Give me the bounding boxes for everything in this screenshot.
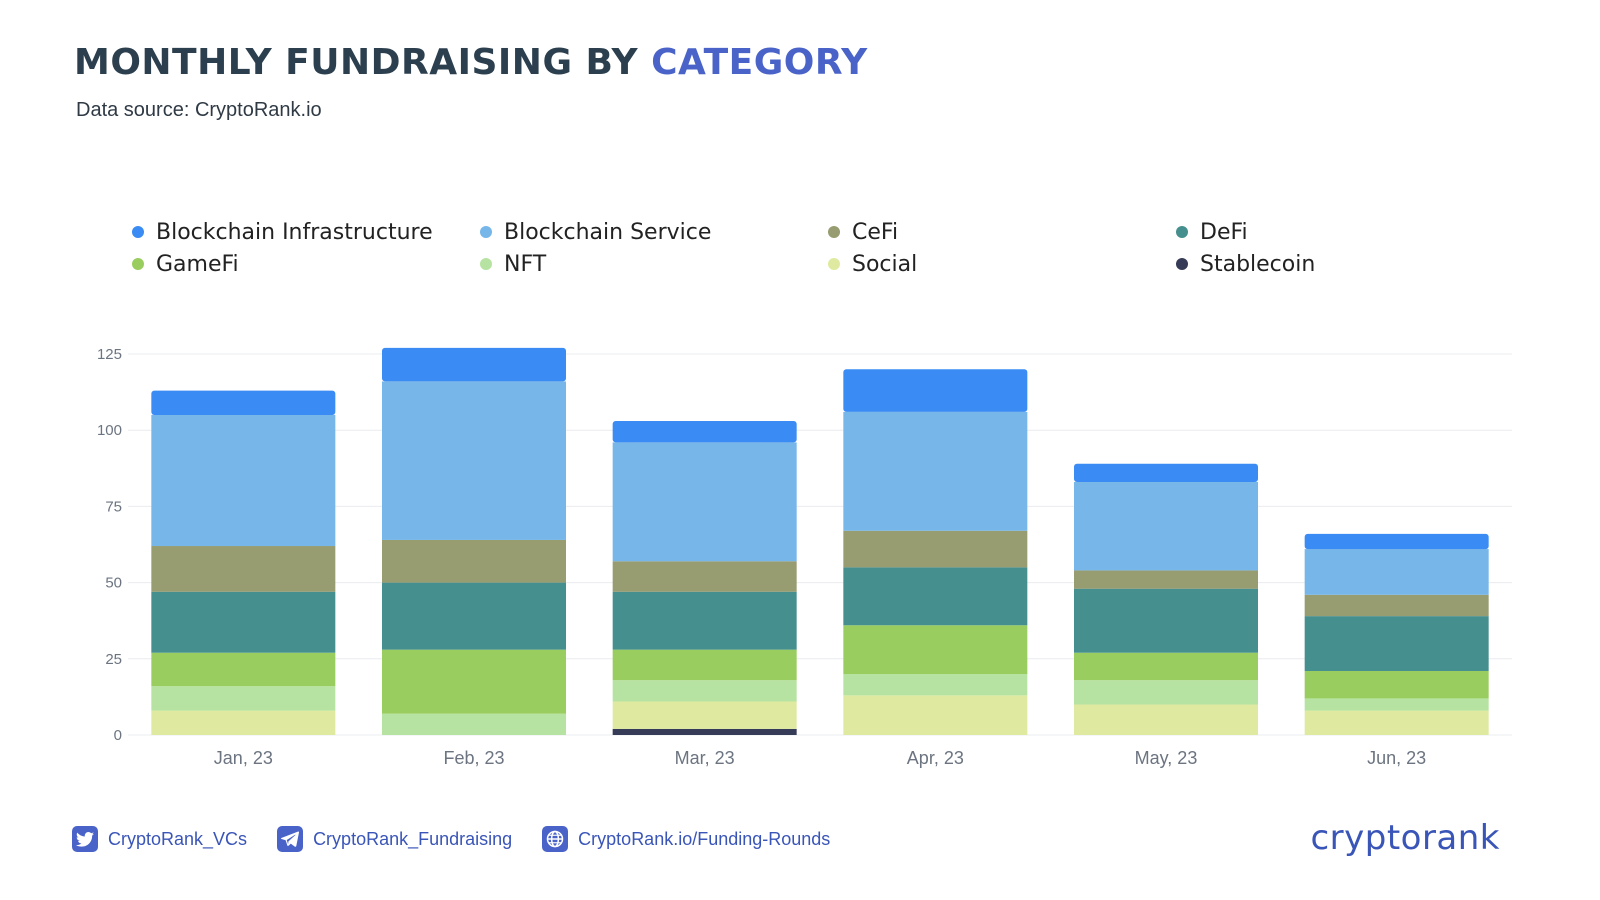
bar-segment[interactable] <box>612 649 797 681</box>
legend-swatch <box>1176 226 1188 238</box>
bar-segment[interactable] <box>1304 616 1489 671</box>
bar-segment[interactable] <box>1074 588 1258 653</box>
bar-segment[interactable] <box>843 411 1028 531</box>
legend-item[interactable]: Blockchain Service <box>480 218 828 246</box>
y-tick-label: 125 <box>97 346 122 363</box>
bar-segment[interactable] <box>612 728 797 735</box>
y-tick-label: 0 <box>114 727 122 744</box>
telegram-icon <box>277 826 304 852</box>
stacked-bar-chart: 0 25 50 75 100 125 Jan, 23 Feb, 23 Mar, 23 Apr, 2… <box>97 346 1512 768</box>
y-tick-label: 75 <box>105 498 122 515</box>
bar-segment[interactable] <box>1074 652 1258 681</box>
legend-label: Blockchain Infrastructure <box>156 219 433 245</box>
bar-segment[interactable] <box>843 567 1028 626</box>
x-tick-label: May, 23 <box>1135 748 1198 768</box>
legend-item[interactable]: CeFi <box>828 218 1176 246</box>
bar-segment[interactable] <box>1304 533 1489 550</box>
legend-label: Social <box>852 251 918 277</box>
bar-segment[interactable] <box>382 539 566 583</box>
bar-segment[interactable] <box>843 530 1028 568</box>
bar-segment[interactable] <box>151 652 336 687</box>
legend-label: NFT <box>504 251 547 277</box>
legend-item[interactable]: Blockchain Infrastructure <box>132 218 480 246</box>
twitter-icon <box>72 826 98 852</box>
bar-segment[interactable] <box>843 695 1028 735</box>
legend-swatch <box>1176 258 1188 270</box>
legend-swatch <box>828 258 840 270</box>
legend-swatch <box>132 226 144 238</box>
bar-segment[interactable] <box>382 713 566 735</box>
legend-item[interactable]: GameFi <box>132 250 480 278</box>
bar-segment[interactable] <box>612 701 797 729</box>
legend-label: GameFi <box>156 251 239 277</box>
bar-segment[interactable] <box>1304 710 1489 735</box>
legend-label: CeFi <box>852 219 899 245</box>
bar-segment[interactable] <box>1304 549 1489 595</box>
x-tick-label: Jun, 23 <box>1367 748 1426 768</box>
y-tick-label: 100 <box>97 422 122 439</box>
chart-subtitle: Data source: CryptoRank.io <box>76 99 322 121</box>
x-tick-label: Mar, 23 <box>675 748 735 768</box>
bar-segment[interactable] <box>1074 570 1258 589</box>
bar-segment[interactable] <box>151 686 336 711</box>
bar-segment[interactable] <box>1304 670 1489 699</box>
legend-swatch <box>480 258 492 270</box>
legend-label: Stablecoin <box>1200 251 1316 277</box>
legend-swatch <box>828 226 840 238</box>
chart-title: MONTHLY FUNDRAISING BY CATEGORY <box>74 42 868 83</box>
chart-title-main: MONTHLY FUNDRAISING BY <box>74 42 652 83</box>
bar-segment[interactable] <box>382 649 566 714</box>
footer-links: CryptoRank_VCs CryptoRank_Fundraising Cr… <box>72 826 860 852</box>
bar-segment[interactable] <box>151 546 336 592</box>
bar-segment[interactable] <box>612 421 797 443</box>
chart-title-accent: CATEGORY <box>651 42 868 83</box>
legend-label: Blockchain Service <box>504 219 712 245</box>
footer-link-label: CryptoRank.io/Funding-Rounds <box>578 828 831 849</box>
bar-segment[interactable] <box>382 347 566 382</box>
cryptorank-logo: cryptorank <box>1310 818 1500 858</box>
legend-item[interactable]: Stablecoin <box>1176 250 1512 278</box>
bar-segment[interactable] <box>382 381 566 540</box>
legend-item[interactable]: DeFi <box>1176 218 1512 246</box>
x-tick-label: Jan, 23 <box>214 748 273 768</box>
legend-label: DeFi <box>1200 219 1248 245</box>
y-tick-label: 50 <box>105 575 122 592</box>
bar-segment[interactable] <box>843 625 1028 675</box>
bar-segment[interactable] <box>382 582 566 650</box>
bar-segment[interactable] <box>612 591 797 650</box>
bar-segment[interactable] <box>1074 704 1258 735</box>
legend-item[interactable]: Social <box>828 250 1176 278</box>
bar-segment[interactable] <box>1074 482 1258 571</box>
bar-segment[interactable] <box>1074 463 1258 483</box>
footer-link-website[interactable]: CryptoRank.io/Funding-Rounds <box>542 826 830 852</box>
x-tick-label: Feb, 23 <box>443 748 504 768</box>
bar-segment[interactable] <box>843 369 1028 412</box>
footer-link-label: CryptoRank_Fundraising <box>313 828 513 849</box>
bar-segment[interactable] <box>151 710 336 735</box>
chart-legend: Blockchain Infrastructure Blockchain Serv… <box>132 218 1512 278</box>
legend-item[interactable]: NFT <box>480 250 828 278</box>
footer-link-telegram[interactable]: CryptoRank_Fundraising <box>277 826 512 852</box>
bar-segment[interactable] <box>1304 698 1489 711</box>
bar-segment[interactable] <box>612 561 797 592</box>
y-tick-label: 25 <box>105 651 122 668</box>
bar-segment[interactable] <box>1074 680 1258 705</box>
legend-swatch <box>480 226 492 238</box>
bar-segment[interactable] <box>151 414 336 547</box>
footer-link-twitter[interactable]: CryptoRank_VCs <box>72 826 247 852</box>
bar-segment[interactable] <box>151 390 336 415</box>
globe-icon <box>542 826 569 852</box>
bar-segment[interactable] <box>612 442 797 562</box>
bar-segment[interactable] <box>151 591 336 653</box>
bar-segment[interactable] <box>843 674 1028 696</box>
bar-segment[interactable] <box>612 680 797 702</box>
x-tick-label: Apr, 23 <box>907 748 964 768</box>
footer-link-label: CryptoRank_VCs <box>108 828 248 849</box>
bar-segment[interactable] <box>1304 594 1489 617</box>
legend-swatch <box>132 258 144 270</box>
